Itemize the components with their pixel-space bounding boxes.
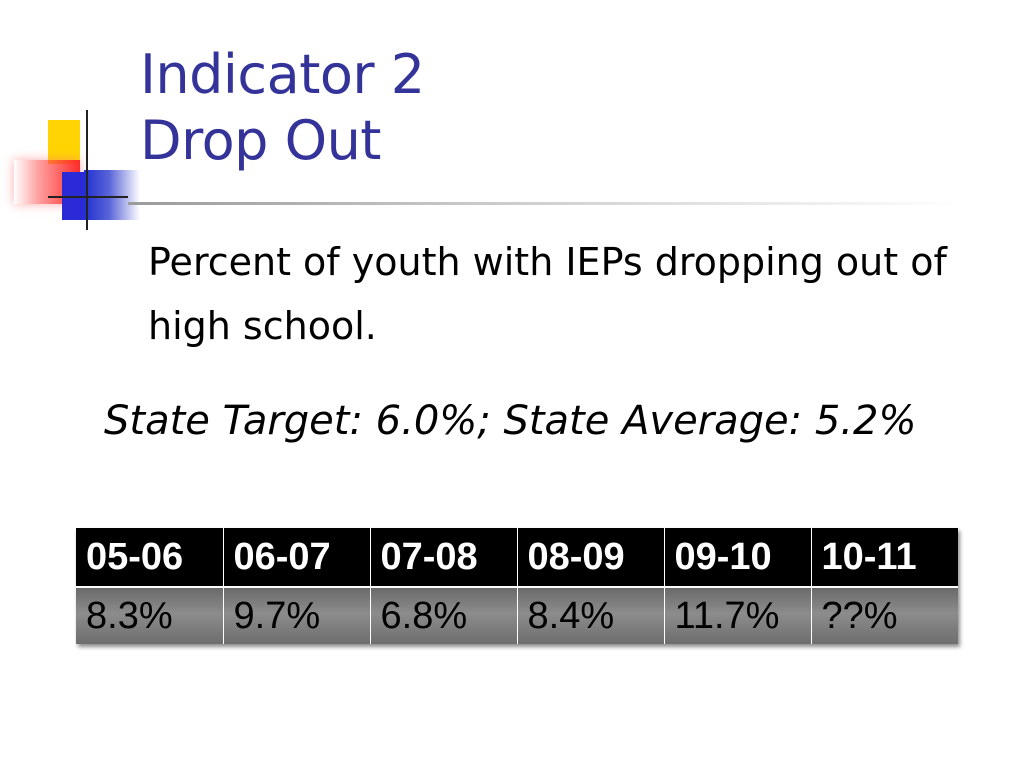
table-cell: 6.8% — [370, 587, 518, 644]
table-cell: 9.7% — [223, 587, 371, 644]
slide-title: Indicator 2 Drop Out — [140, 42, 425, 174]
column-header: 09-10 — [664, 528, 812, 588]
column-header: 05-06 — [76, 528, 224, 588]
column-header: 08-09 — [517, 528, 665, 588]
table-row: 8.3% 9.7% 6.8% 8.4% 11.7% ??% — [76, 587, 958, 644]
title-line-2: Drop Out — [140, 109, 381, 172]
table-cell: ??% — [811, 587, 958, 644]
table-cell: 8.3% — [76, 587, 224, 644]
title-decoration — [0, 0, 150, 240]
table-header-row: 05-06 06-07 07-08 08-09 09-10 10-11 — [76, 528, 958, 588]
horizontal-line — [48, 196, 128, 198]
title-line-1: Indicator 2 — [140, 43, 425, 106]
column-header: 07-08 — [370, 528, 518, 588]
vertical-line — [86, 110, 88, 230]
column-header: 10-11 — [811, 528, 958, 588]
state-target-text: State Target: 6.0%; State Average: 5.2% — [104, 398, 917, 444]
slide-subtitle: Percent of youth with IEPs dropping out … — [148, 240, 947, 348]
blue-gradient-block — [84, 170, 140, 220]
dropout-table: 05-06 06-07 07-08 08-09 09-10 10-11 8.3%… — [76, 528, 958, 644]
table-cell: 11.7% — [664, 587, 812, 644]
column-header: 06-07 — [223, 528, 371, 588]
table-cell: 8.4% — [517, 587, 665, 644]
title-divider — [128, 202, 968, 205]
yellow-square — [48, 120, 80, 164]
